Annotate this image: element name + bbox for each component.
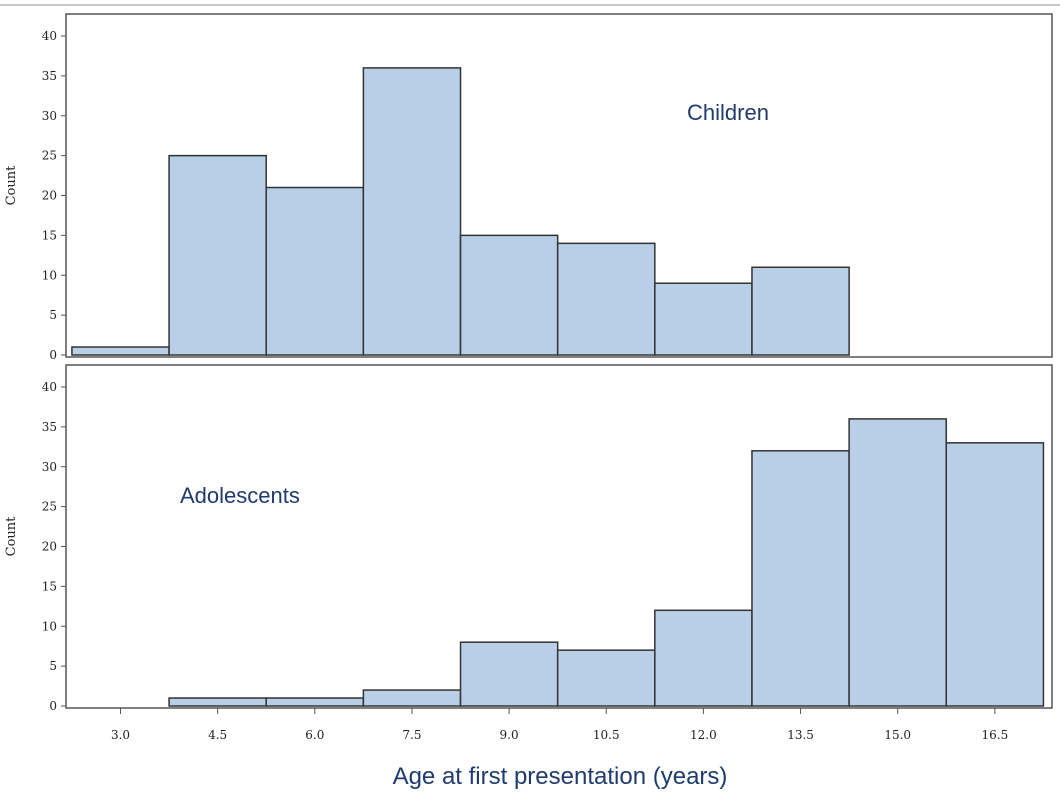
bar-children-2 xyxy=(265,186,365,356)
bar-adolescents-0 xyxy=(168,697,267,707)
x-tick-label: 12.0 xyxy=(690,728,717,742)
x-tick-label: 7.5 xyxy=(402,728,421,742)
y-tick-label: 5 xyxy=(49,308,57,322)
bar-adolescents-6 xyxy=(751,450,850,707)
y-tick-label: 35 xyxy=(42,69,57,83)
x-tick-label: 13.5 xyxy=(787,728,814,742)
x-tick-label: 3.0 xyxy=(111,728,130,742)
y-tick-label: 25 xyxy=(42,149,57,163)
x-tick-label: 4.5 xyxy=(208,728,227,742)
bar-children-4 xyxy=(459,234,559,356)
y-tick-label: 5 xyxy=(49,659,57,673)
panel-adolescents: 0 5 10 15 20 25 30 35 40 Count Adolescents xyxy=(4,364,1053,713)
y-tick-label: 10 xyxy=(42,268,57,282)
y-tick-label: 0 xyxy=(49,699,57,713)
bar-children-7 xyxy=(751,266,850,356)
y-tick-label: 40 xyxy=(42,380,57,394)
bar-adolescents-5 xyxy=(654,609,753,707)
bar-adolescents-7 xyxy=(848,418,948,707)
y-tick-label: 35 xyxy=(42,420,57,434)
bar-children-0 xyxy=(71,346,170,356)
bar-children-3 xyxy=(362,67,462,356)
y-axis-title: Count xyxy=(4,516,19,557)
panel-children: 0 5 10 15 20 25 30 35 40 Count Children xyxy=(4,13,1053,362)
x-axis: 3.0 4.5 6.0 7.5 9.0 10.5 12.0 13.5 15.0 16.5 xyxy=(111,708,1008,742)
x-tick-label: 10.5 xyxy=(593,728,620,742)
panel-frame xyxy=(65,13,1053,358)
bar-adolescents-4 xyxy=(556,649,656,707)
x-axis-title: Age at first presentation (years) xyxy=(393,763,728,790)
y-tick-label: 15 xyxy=(42,579,57,593)
panel-label: Children xyxy=(687,100,769,125)
x-tick-label: 6.0 xyxy=(305,728,324,742)
bar-children-6 xyxy=(654,282,753,356)
bar-children-1 xyxy=(168,154,267,356)
bar-adolescents-8 xyxy=(945,442,1045,707)
y-tick-label: 20 xyxy=(42,189,57,203)
y-tick-label: 20 xyxy=(42,540,57,554)
x-tick-label: 16.5 xyxy=(981,728,1008,742)
y-tick-label: 25 xyxy=(42,500,57,514)
y-tick-label: 30 xyxy=(42,109,57,123)
bar-adolescents-3 xyxy=(459,641,559,707)
panel-frame xyxy=(65,364,1053,709)
panels: 0 5 10 15 20 25 30 35 40 Count Children 0 5 10 15 20 25 3… xyxy=(4,13,1053,713)
y-tick-label: 15 xyxy=(42,228,57,242)
x-tick-label: 15.0 xyxy=(884,728,911,742)
bar-adolescents-2 xyxy=(362,689,462,707)
bar-children-5 xyxy=(556,242,656,356)
y-tick-label: 40 xyxy=(42,29,57,43)
x-tick-label: 9.0 xyxy=(500,728,519,742)
y-axis-title: Count xyxy=(4,165,19,206)
y-tick-label: 0 xyxy=(49,348,57,362)
panel-label: Adolescents xyxy=(180,483,300,508)
bar-adolescents-1 xyxy=(265,697,365,707)
y-tick-label: 10 xyxy=(42,619,57,633)
y-tick-label: 30 xyxy=(42,460,57,474)
